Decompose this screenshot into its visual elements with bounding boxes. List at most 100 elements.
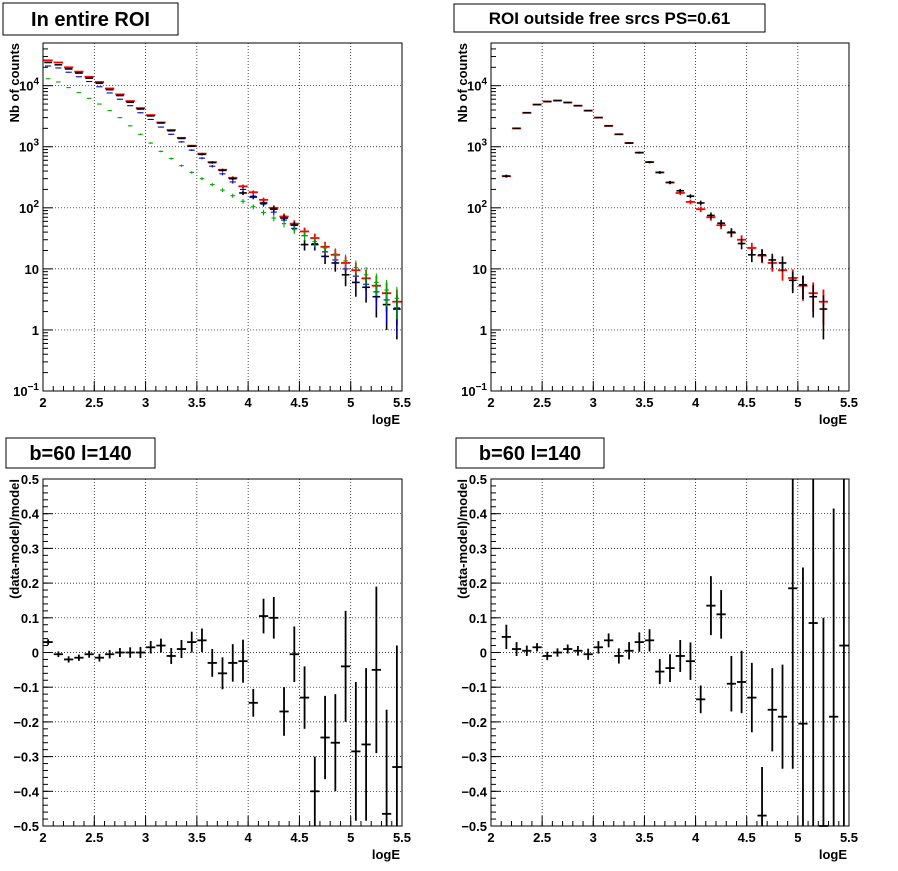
data-point <box>392 645 402 826</box>
data-point <box>312 236 318 248</box>
y-tick-label: 10−1 <box>13 382 39 399</box>
data-point <box>289 626 299 682</box>
data-point <box>624 642 634 660</box>
plot-frame <box>42 42 403 392</box>
y-tick-exponent: 2 <box>33 199 39 210</box>
data-point <box>229 180 236 184</box>
data-point <box>239 191 247 196</box>
panel-title: In entire ROI <box>2 2 179 36</box>
data-point <box>261 209 266 216</box>
data-point <box>768 253 777 269</box>
data-point <box>187 631 197 653</box>
data-point <box>747 249 756 263</box>
y-tick-label: 0 <box>480 646 487 661</box>
title-text: In entire ROI <box>31 9 150 31</box>
data-point <box>189 171 195 174</box>
x-tick-label: 3.5 <box>188 395 206 410</box>
y-tick-base: 10 <box>19 79 33 94</box>
x-tick-label: 5.5 <box>840 830 858 845</box>
data-point <box>218 169 227 172</box>
data-point <box>574 104 582 107</box>
x-tick-label: 5 <box>794 395 801 410</box>
data-point <box>706 576 716 636</box>
x-tick-label: 2.5 <box>85 395 103 410</box>
data-point <box>330 694 340 792</box>
x-tick-label: 5.5 <box>393 830 411 845</box>
x-tick-label: 4.5 <box>290 830 308 845</box>
y-tick-label: 10 <box>25 262 39 277</box>
x-tick-label: 4 <box>245 395 253 410</box>
data-point <box>625 142 633 144</box>
data-point <box>66 87 71 89</box>
y-tick-label: 0.1 <box>21 611 39 626</box>
y-tick-label: 10−1 <box>461 382 487 399</box>
data-point <box>157 122 165 124</box>
data-point <box>146 641 156 654</box>
x-tick-label: 5 <box>347 395 354 410</box>
x-tick-label: 3.5 <box>635 830 653 845</box>
data-point <box>798 567 808 826</box>
y-axis-label: Nb of counts <box>455 43 470 122</box>
data-point <box>176 640 187 659</box>
x-tick-label: 4 <box>245 830 253 845</box>
data-point <box>310 756 320 826</box>
data-point <box>685 642 696 680</box>
data-point <box>95 82 104 84</box>
x-tick-label: 3.5 <box>635 395 653 410</box>
data-point <box>604 125 613 127</box>
data-point <box>322 242 328 255</box>
y-tick-label: −0.1 <box>461 680 487 695</box>
data-point <box>522 111 531 114</box>
data-point <box>105 87 115 90</box>
y-tick-exponent: 2 <box>481 199 487 210</box>
data-point <box>737 238 746 250</box>
data-point <box>502 174 511 178</box>
data-point <box>248 688 258 717</box>
data-point <box>543 100 552 103</box>
y-tick-exponent: 4 <box>33 77 39 88</box>
data-point <box>676 188 685 193</box>
plot-frame <box>490 478 850 827</box>
data-point <box>302 231 307 241</box>
x-tick-label: 5.5 <box>393 395 411 410</box>
data-point <box>584 109 593 112</box>
data-point <box>127 105 134 107</box>
data-point <box>363 266 369 287</box>
data-point <box>228 644 238 682</box>
data-point <box>260 201 267 207</box>
data-point <box>340 610 351 722</box>
data-point <box>238 639 248 683</box>
data-point <box>271 215 277 222</box>
x-axis-label: logE <box>819 847 847 862</box>
y-tick-base: 10 <box>13 384 27 399</box>
data-point <box>148 142 154 144</box>
data-point <box>333 248 338 262</box>
panel-title: b=60 l=140 <box>5 437 156 469</box>
x-tick-label: 3 <box>142 830 149 845</box>
data-point <box>788 271 797 294</box>
data-point <box>644 629 655 652</box>
data-point <box>220 188 225 193</box>
data-point <box>716 590 726 639</box>
data-point <box>635 151 644 154</box>
data-point <box>707 212 715 219</box>
title-box <box>453 3 766 33</box>
data-point <box>158 150 164 153</box>
data-point <box>593 641 604 654</box>
title-text: ROI outside free srcs PS=0.61 <box>489 9 730 28</box>
x-tick-label: 2.5 <box>533 830 551 845</box>
plot-frame <box>42 478 403 827</box>
y-tick-base: 10 <box>467 140 481 155</box>
data-point <box>228 177 237 181</box>
x-tick-label: 4.5 <box>738 395 756 410</box>
data-point <box>107 110 112 112</box>
data-point <box>209 182 215 187</box>
data-point <box>533 103 541 106</box>
data-point <box>64 656 74 663</box>
y-tick-base: 10 <box>467 201 481 216</box>
data-point <box>94 653 105 662</box>
data-point <box>361 668 371 821</box>
data-point <box>511 642 522 656</box>
data-point <box>666 180 674 185</box>
data-point <box>553 99 562 102</box>
